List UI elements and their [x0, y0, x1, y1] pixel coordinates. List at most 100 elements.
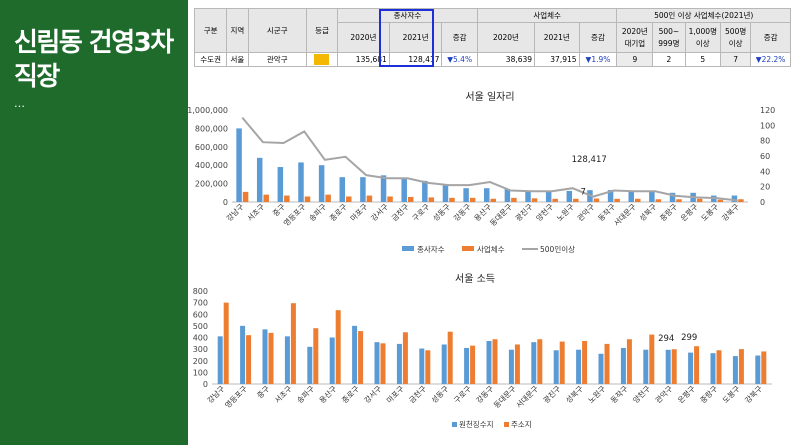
col-large-change: 증감: [750, 22, 791, 53]
bar-businesses: [242, 191, 249, 202]
bar-withholding: [217, 336, 223, 384]
bar-businesses: [428, 197, 435, 202]
line-500plus: [241, 117, 738, 202]
col-500-plus: 500명 이상: [720, 22, 752, 53]
y-tick-label-left: 400,000: [195, 161, 228, 170]
bar-withholding: [643, 349, 649, 384]
bar-businesses: [325, 194, 331, 202]
bar-employees: [442, 184, 449, 202]
bar-withholding: [396, 343, 402, 384]
data-label-withholding: 294: [658, 334, 674, 344]
bar-residence: [492, 339, 498, 384]
cell-district: 관악구: [247, 52, 307, 67]
bar-residence: [425, 350, 431, 384]
legend-swatch: [462, 246, 474, 251]
bar-employees: [318, 165, 325, 202]
x-tick-label: 마포구: [385, 384, 406, 405]
bar-residence: [223, 302, 229, 384]
y-tick-label-right: 0: [760, 198, 765, 207]
bar-withholding: [486, 340, 492, 384]
col-1000-plus: 1,000명 이상: [684, 22, 722, 53]
bar-businesses: [676, 199, 682, 202]
bar-employees: [422, 180, 428, 202]
bar-residence: [358, 331, 364, 384]
cell-biz-2021: 37,915: [534, 52, 580, 67]
bar-employees: [236, 128, 242, 202]
y-tick-label-right: 80: [760, 137, 770, 146]
header-grade: 등급: [305, 8, 339, 53]
bar-businesses: [614, 198, 620, 202]
cell-region: 서울: [226, 52, 249, 67]
title-line-2: 직장: [14, 62, 60, 92]
legend-label: 종사자수: [417, 245, 445, 254]
bar-employees: [298, 162, 304, 202]
bar-businesses: [284, 195, 290, 202]
bar-businesses: [511, 197, 517, 202]
bar-businesses: [469, 197, 476, 202]
bar-employees: [360, 177, 366, 202]
bar-withholding: [374, 342, 380, 384]
data-label-employees: 128,417: [572, 155, 607, 165]
col-500-999: 500~ 999명: [652, 22, 686, 53]
bar-withholding: [598, 353, 604, 384]
bar-withholding: [620, 347, 626, 384]
bar-residence: [380, 343, 386, 384]
data-label-residence: 299: [681, 333, 697, 343]
bar-residence: [246, 335, 252, 384]
bar-residence: [716, 350, 722, 384]
legend-swatch: [402, 246, 414, 251]
header-region: 지역: [226, 8, 249, 53]
y-tick-label-right: 60: [760, 152, 770, 161]
y-tick-label: 700: [193, 299, 208, 308]
bar-businesses: [717, 199, 724, 202]
y-tick-label-left: 800,000: [195, 124, 228, 133]
col-biz-2020: 2020년: [476, 22, 536, 53]
bar-businesses: [655, 199, 662, 202]
bar-employees: [669, 192, 676, 202]
chart-title: 서울 소득: [455, 273, 495, 285]
bar-employees: [277, 167, 284, 202]
x-tick-label: 송파구: [295, 384, 316, 405]
x-tick-label: 도봉구: [721, 384, 742, 405]
y-tick-label-right: 100: [760, 121, 775, 130]
bar-employees: [628, 190, 634, 202]
x-tick-label: 중랑구: [698, 384, 719, 405]
bar-businesses: [407, 196, 414, 202]
legend-swatch: [452, 422, 457, 427]
cell-emp-change: ▼5.4%: [441, 52, 478, 67]
bar-withholding: [553, 350, 559, 384]
bar-residence: [604, 343, 610, 384]
bar-businesses: [573, 198, 579, 202]
col-biz-change: 증감: [578, 22, 618, 53]
bar-withholding: [441, 344, 447, 384]
y-tick-label: 100: [193, 368, 208, 377]
cell-large-2020: 9: [616, 52, 654, 67]
legend-swatch: [504, 422, 509, 427]
bar-businesses: [593, 198, 600, 202]
grade-badge: [314, 54, 330, 65]
legend-label: 500인이상: [540, 244, 575, 254]
x-tick-label: 구로구: [452, 384, 473, 405]
table-row: 수도권 서울 관악구 135,681 128,417 ▼5.4% 38,639 …: [193, 52, 791, 67]
kpi-table: 구분 지역 시군구 등급 종사자수 사업체수 500인 이상 사업체수(2021…: [193, 8, 791, 67]
x-tick-label: 강북구: [743, 383, 765, 405]
bar-employees: [504, 189, 511, 202]
bar-residence: [402, 332, 408, 384]
bar-withholding: [732, 356, 738, 384]
bar-employees: [401, 179, 407, 202]
bar-residence: [268, 332, 274, 384]
bar-withholding: [262, 329, 268, 384]
bar-withholding: [508, 349, 514, 384]
bar-withholding: [576, 349, 582, 384]
y-tick-label-right: 40: [760, 167, 770, 176]
bar-employees: [256, 157, 263, 202]
y-tick-label-left: 1,000,000: [187, 106, 228, 115]
bar-withholding: [419, 348, 425, 384]
chart-title: 서울 일자리: [465, 91, 514, 103]
bar-businesses: [449, 197, 455, 202]
bar-residence: [694, 346, 700, 384]
bar-withholding: [284, 336, 290, 384]
title-line-1: 신림동 건영3차: [14, 28, 174, 58]
bar-businesses: [263, 194, 269, 202]
bar-businesses: [304, 196, 311, 202]
